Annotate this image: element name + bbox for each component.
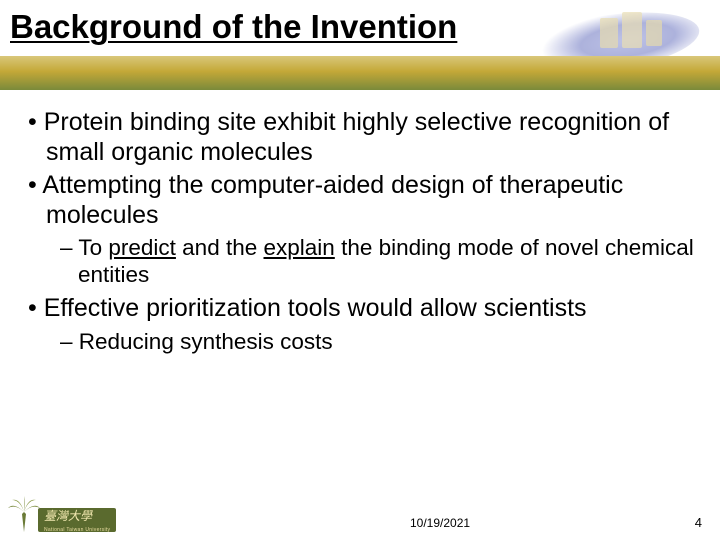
underlined-word: explain [264,235,335,260]
bullet-2-sub: To predict and the explain the binding m… [20,234,698,288]
slide-date: 10/19/2021 [410,516,470,530]
slide-content: Protein binding site exhibit highly sele… [20,108,698,361]
slide-title: Background of the Invention [10,8,457,46]
bullet-1: Protein binding site exhibit highly sele… [20,108,698,167]
building-graphic [600,8,670,58]
underlined-word: predict [108,235,176,260]
slide-header: Background of the Invention [0,0,720,95]
bullet-3-sub: Reducing synthesis costs [20,328,698,355]
bullet-3: Effective prioritization tools would all… [20,294,698,324]
header-band [0,56,720,90]
text-fragment: To [78,235,108,260]
bullet-2: Attempting the computer-aided design of … [20,171,698,230]
university-name-script: 臺灣大學 [44,507,92,524]
university-name-sub: National Taiwan University [44,527,110,533]
slide-number: 4 [695,515,702,530]
university-logo: 臺灣大學 National Taiwan University [4,494,114,536]
text-fragment: and the [176,235,264,260]
palm-icon [6,494,42,532]
